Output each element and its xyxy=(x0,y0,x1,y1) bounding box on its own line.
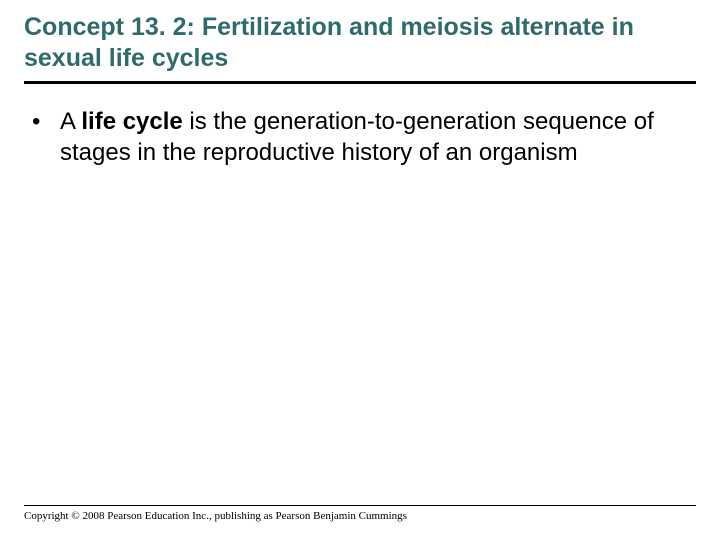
slide-title: Concept 13. 2: Fertilization and meiosis… xyxy=(24,12,696,75)
bullet-item: • A life cycle is the generation-to-gene… xyxy=(30,106,696,168)
footer: Copyright © 2008 Pearson Education Inc.,… xyxy=(24,505,696,522)
title-underline xyxy=(24,81,696,84)
bullet-marker: • xyxy=(30,106,60,137)
bullet-text: A life cycle is the generation-to-genera… xyxy=(60,106,696,168)
copyright-text: Copyright © 2008 Pearson Education Inc.,… xyxy=(24,510,696,522)
slide: Concept 13. 2: Fertilization and meiosis… xyxy=(0,0,720,540)
bullet-bold-term: life cycle xyxy=(81,108,182,135)
slide-body: • A life cycle is the generation-to-gene… xyxy=(24,106,696,540)
bullet-prefix: A xyxy=(60,108,81,135)
footer-rule xyxy=(24,505,696,506)
